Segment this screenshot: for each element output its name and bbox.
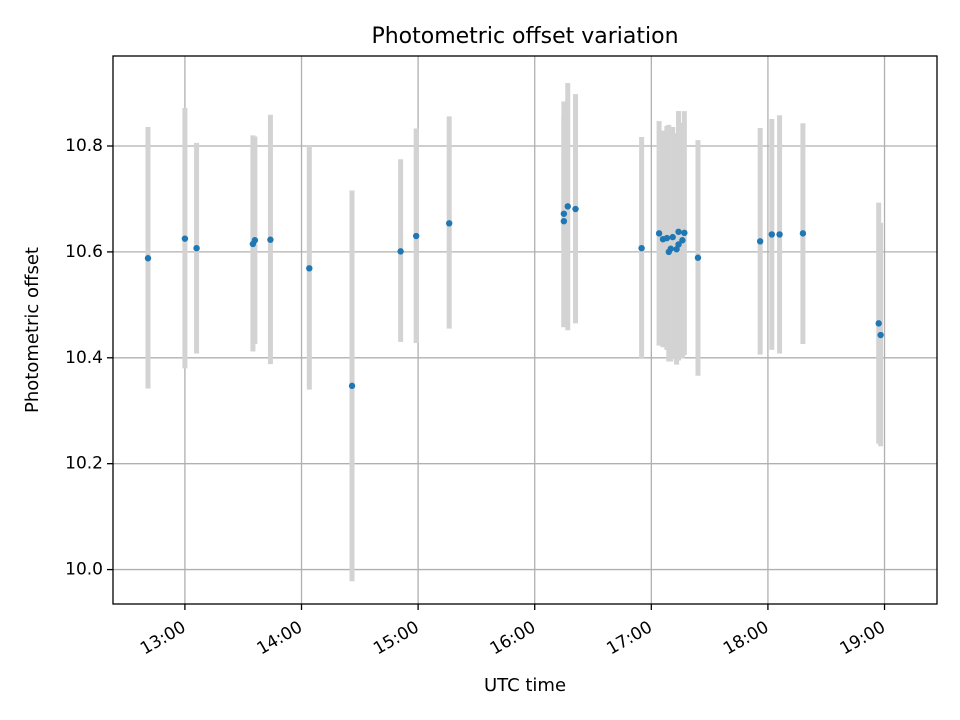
data-point [251, 237, 259, 244]
data-point [877, 331, 884, 339]
data-point [768, 231, 776, 238]
data-point [875, 320, 882, 327]
data-point [412, 232, 420, 240]
data-point [799, 230, 807, 237]
data-point [564, 203, 571, 210]
y-tick-label: 10.2 [65, 454, 103, 474]
data-point [675, 228, 682, 235]
data-point [756, 238, 764, 245]
data-point [655, 230, 663, 237]
data-point [667, 245, 674, 252]
data-point [679, 237, 686, 244]
data-point [144, 255, 152, 262]
data-point [675, 241, 682, 248]
data-point [663, 234, 671, 242]
data-point [348, 382, 356, 390]
data-point [560, 217, 568, 225]
plot-frame [112, 55, 938, 605]
chart-title: Photometric offset variation [371, 24, 678, 49]
data-point [638, 244, 645, 252]
data-point [193, 244, 200, 252]
data-point [267, 236, 274, 243]
data-point [560, 210, 568, 217]
y-tick-label: 10.6 [65, 242, 103, 262]
data-points [144, 203, 884, 390]
data-point [181, 235, 189, 242]
data-point [572, 205, 579, 213]
y-axis-label: Photometric offset [22, 247, 43, 413]
y-tick-label: 10.8 [65, 136, 103, 156]
y-tick-label: 10.0 [65, 560, 103, 580]
data-point [776, 231, 783, 238]
data-point [681, 229, 688, 237]
data-point [397, 248, 404, 255]
y-tick-label: 10.4 [65, 348, 103, 368]
data-point [446, 220, 453, 227]
x-axis-label: UTC time [484, 675, 566, 696]
data-point [694, 254, 702, 261]
data-point [669, 233, 676, 241]
data-point [306, 265, 313, 272]
